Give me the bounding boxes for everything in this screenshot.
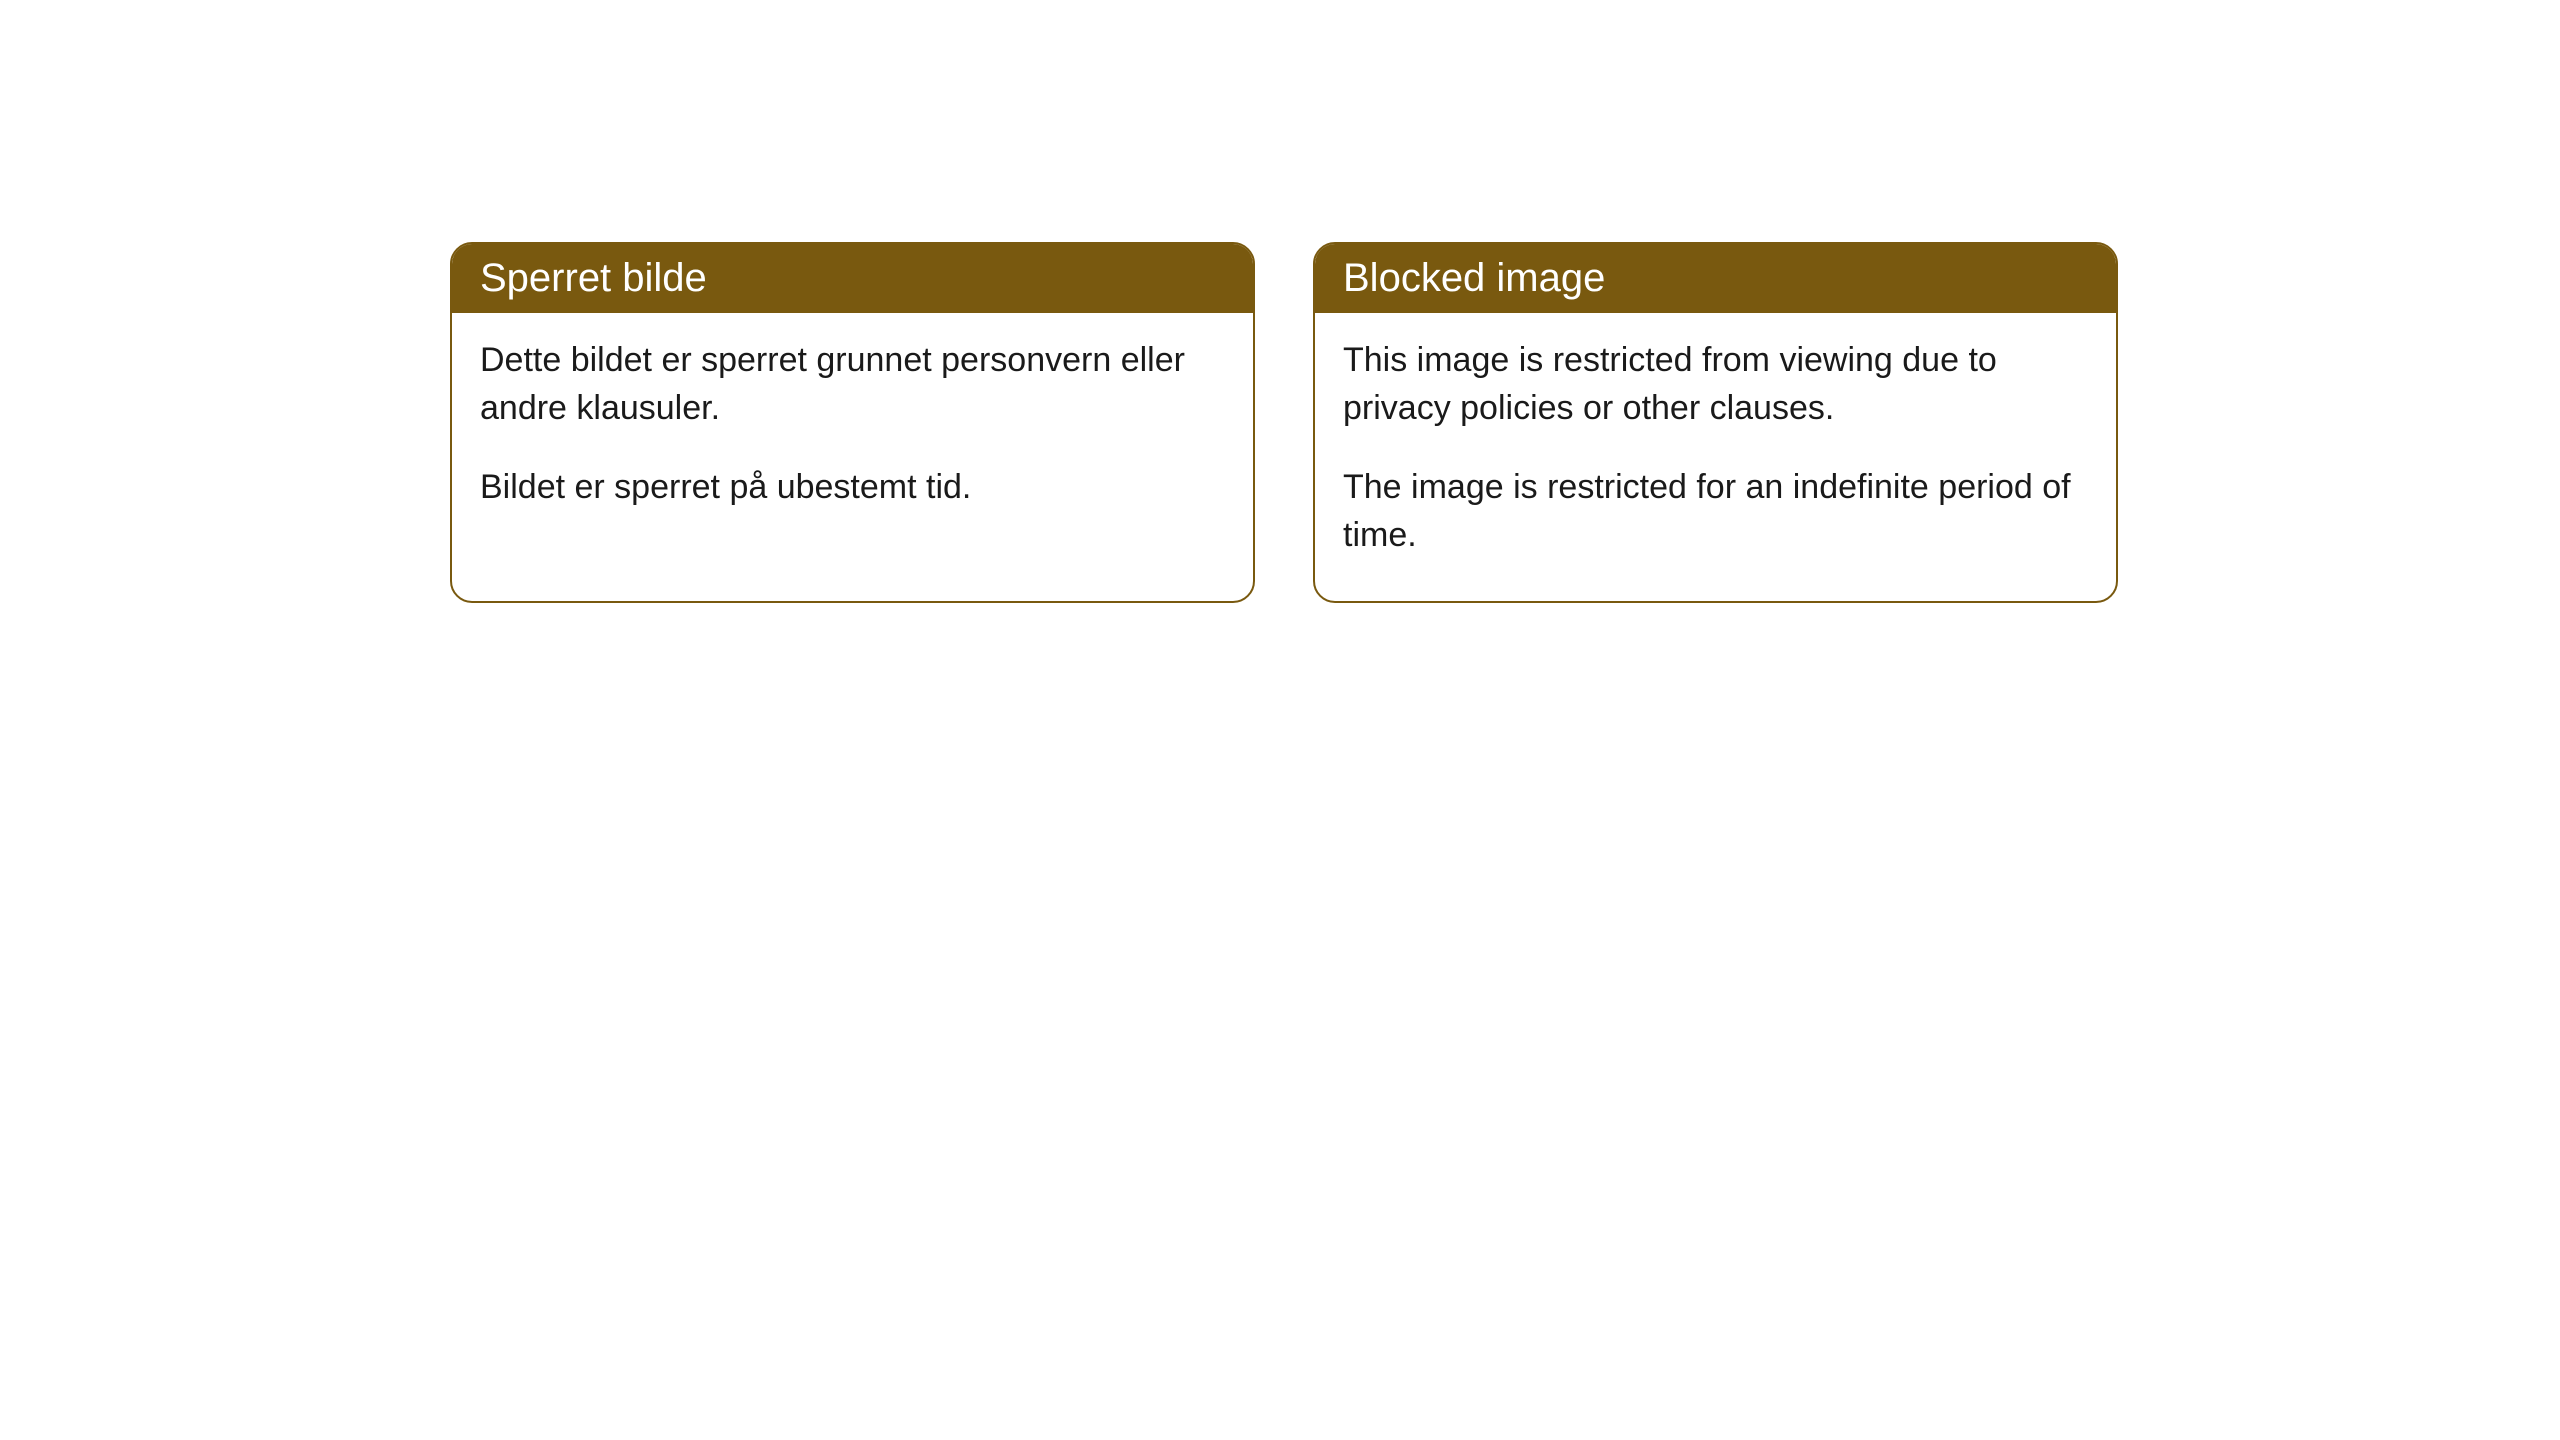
info-cards-container: Sperret bilde Dette bildet er sperret gr… [450, 242, 2118, 603]
card-body: This image is restricted from viewing du… [1315, 313, 2116, 601]
card-header: Sperret bilde [452, 244, 1253, 313]
card-paragraph-1: This image is restricted from viewing du… [1343, 337, 2088, 432]
card-body: Dette bildet er sperret grunnet personve… [452, 313, 1253, 554]
card-title: Sperret bilde [480, 256, 707, 300]
card-header: Blocked image [1315, 244, 2116, 313]
card-title: Blocked image [1343, 256, 1605, 300]
card-paragraph-2: Bildet er sperret på ubestemt tid. [480, 464, 1225, 512]
blocked-image-card-norwegian: Sperret bilde Dette bildet er sperret gr… [450, 242, 1255, 603]
blocked-image-card-english: Blocked image This image is restricted f… [1313, 242, 2118, 603]
card-paragraph-1: Dette bildet er sperret grunnet personve… [480, 337, 1225, 432]
card-paragraph-2: The image is restricted for an indefinit… [1343, 464, 2088, 559]
